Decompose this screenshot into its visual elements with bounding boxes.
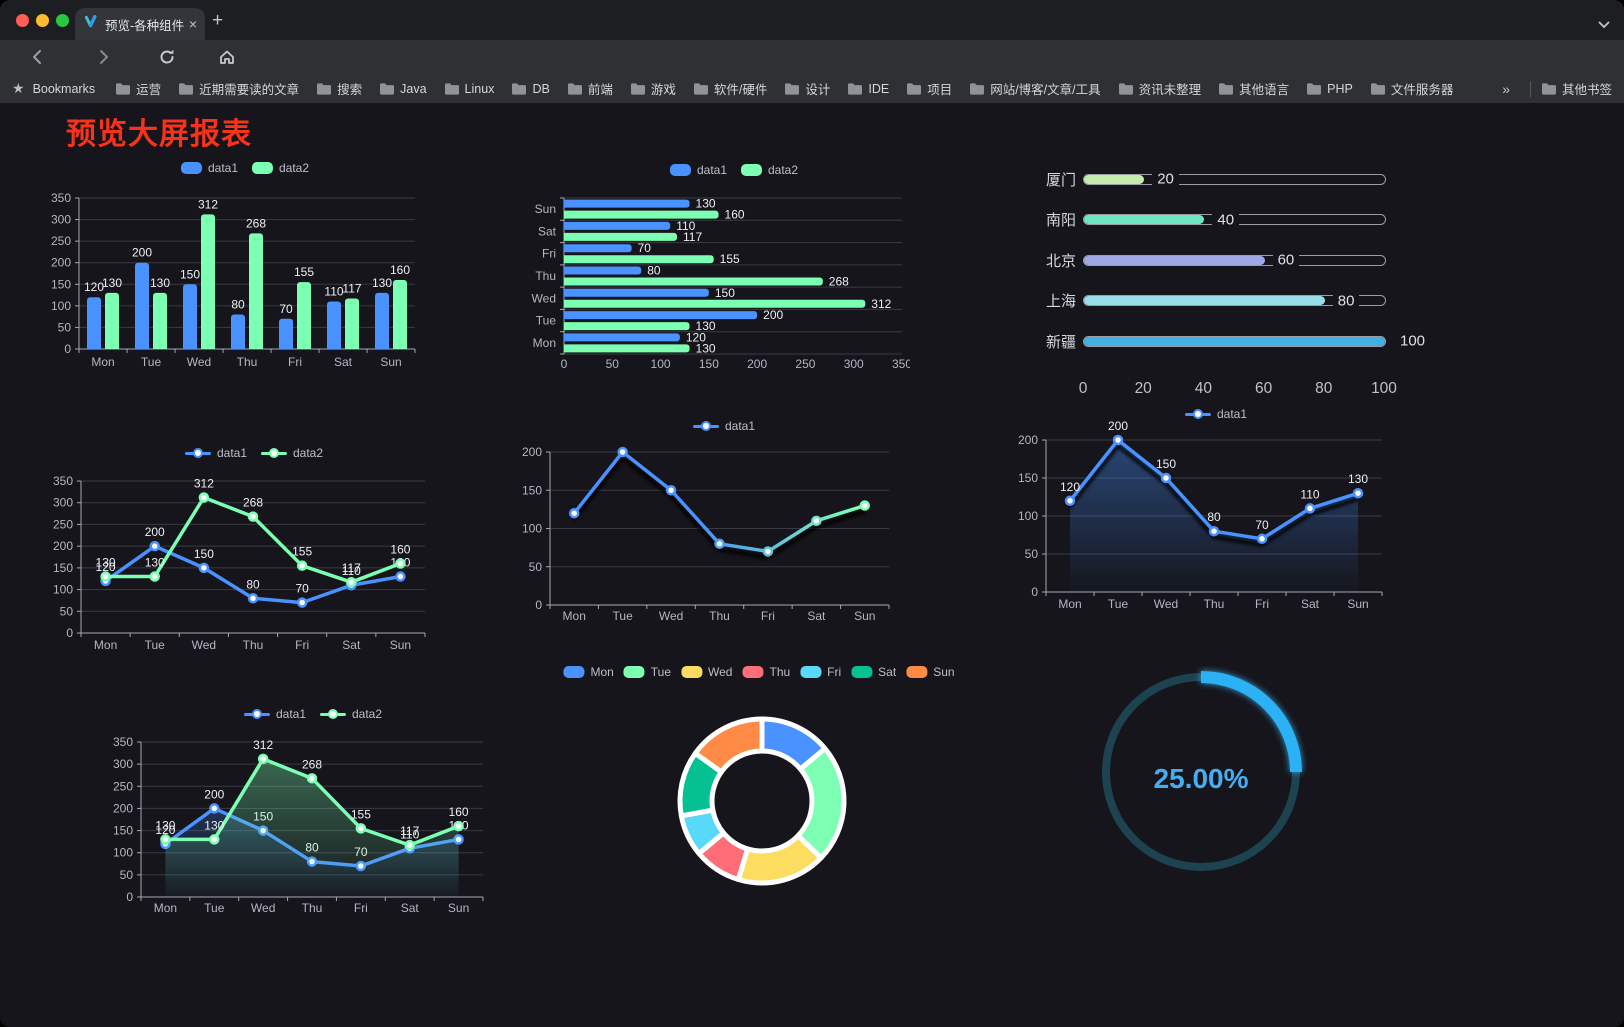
- tab-title: 预览-各种组件: [105, 18, 185, 33]
- new-tab-button[interactable]: +: [212, 10, 224, 31]
- progress-track[interactable]: 100: [1083, 332, 1431, 350]
- other-bookmarks-folder[interactable]: 其他书签: [1541, 79, 1612, 98]
- tab-favicon-icon: [83, 14, 98, 34]
- bookmark-folder[interactable]: 软件/硬件: [693, 79, 767, 98]
- bookmarks-overflow-chevron[interactable]: »: [1502, 80, 1510, 97]
- bookmark-folder[interactable]: 搜索: [316, 79, 362, 98]
- close-window-button[interactable]: [16, 14, 29, 27]
- line-chart-canvas[interactable]: [975, 386, 1395, 621]
- bookmark-folder[interactable]: 文件服务器: [1370, 79, 1453, 98]
- progress-value: 20: [1152, 170, 1179, 188]
- progress-row-北京: 北京 60: [995, 240, 1425, 281]
- bookmark-folder[interactable]: Java: [379, 82, 427, 96]
- line-chart-canvas[interactable]: [38, 424, 440, 664]
- tab-strip: 预览-各种组件 × +: [0, 0, 1624, 40]
- progress-label: 新疆: [1045, 333, 1076, 351]
- browser-toolbar: i 127.0.0.1:3000/#/chart/preview/9 9 ⌘ ☆: [0, 40, 1624, 110]
- horizontal-bar-chart: data1data2: [505, 152, 910, 380]
- bookmarks-star-icon[interactable]: ★: [12, 80, 25, 96]
- bookmark-folder[interactable]: IDE: [847, 82, 889, 96]
- bookmark-folder[interactable]: 游戏: [630, 79, 676, 98]
- bookmarks-label[interactable]: Bookmarks: [32, 81, 96, 96]
- bookmark-folder[interactable]: 运营: [115, 79, 161, 98]
- bookmark-folder[interactable]: PHP: [1306, 82, 1353, 96]
- bookmark-folder[interactable]: Linux: [444, 82, 494, 96]
- progress-list-chart: 厦门20南阳40北京60上海80新疆100020406080100: [995, 158, 1431, 409]
- bookmark-folder[interactable]: 近期需要读的文章: [178, 79, 299, 98]
- bookmark-folder[interactable]: 网站/博客/文章/工具: [969, 79, 1101, 98]
- reload-icon[interactable]: [158, 48, 176, 66]
- bookmark-folder-list: 运营 近期需要读的文章 搜索 Java Linux DB 前端 游戏 软件/硬件 设计 IDE 项目网…: [115, 79, 1470, 98]
- progress-label: 北京: [1045, 252, 1076, 270]
- folder-icon: [1541, 82, 1556, 95]
- progress-track[interactable]: 80: [1083, 292, 1386, 310]
- bookmark-folder[interactable]: 项目: [906, 79, 952, 98]
- progress-row-新疆: 新疆 100: [995, 321, 1431, 362]
- progress-label: 南阳: [1045, 212, 1076, 230]
- line-chart-canvas[interactable]: [95, 678, 495, 926]
- page-content: 预览大屏报表 data1data2 data1data2 厦门 20 南阳 40 北京 6…: [0, 103, 1624, 1027]
- bookmarks-divider: [1529, 80, 1531, 97]
- gradient-line-chart: data1: [498, 398, 900, 633]
- minimize-window-button[interactable]: [36, 14, 49, 27]
- back-icon[interactable]: [29, 48, 47, 66]
- line-chart-two-series: data1data2: [38, 424, 440, 664]
- line-chart-canvas[interactable]: [498, 398, 900, 633]
- bar-chart-canvas[interactable]: [38, 152, 440, 380]
- donut-chart-canvas[interactable]: [555, 660, 965, 910]
- gauge-chart: 25.00%: [1095, 666, 1307, 881]
- browser-tab[interactable]: 预览-各种组件 ×: [75, 8, 205, 40]
- progress-fill: [1084, 255, 1265, 265]
- bookmark-folder[interactable]: 资讯未整理: [1118, 79, 1201, 98]
- progress-fill: [1084, 336, 1385, 346]
- progress-track[interactable]: 20: [1083, 170, 1386, 188]
- bookmark-folder[interactable]: 前端: [567, 79, 613, 98]
- progress-value: 40: [1212, 211, 1240, 229]
- progress-row-厦门: 厦门 20: [995, 159, 1425, 200]
- progress-label: 厦门: [1045, 171, 1076, 189]
- donut-chart: MonTueWedThuFriSatSun: [555, 660, 965, 910]
- progress-fill: [1084, 215, 1205, 225]
- tab-close-icon[interactable]: ×: [188, 16, 197, 32]
- progress-label: 上海: [1045, 293, 1076, 311]
- bookmarks-bar: ★ Bookmarks 运营 近期需要读的文章 搜索 Java Linux DB 前端 游戏软…: [0, 74, 1624, 103]
- progress-value: 80: [1332, 292, 1360, 310]
- progress-track[interactable]: 60: [1083, 251, 1386, 269]
- home-icon[interactable]: [218, 48, 236, 66]
- page-title: 预览大屏报表: [66, 118, 252, 151]
- bookmark-folder[interactable]: 其他语言: [1218, 79, 1289, 98]
- area-line-chart: data1: [975, 386, 1395, 621]
- progress-row-上海: 上海 80: [995, 281, 1425, 322]
- maximize-window-button[interactable]: [56, 14, 69, 27]
- hbar-chart-canvas[interactable]: [505, 152, 910, 380]
- progress-row-南阳: 南阳 40: [995, 200, 1425, 241]
- gauge-chart-canvas[interactable]: [1095, 666, 1307, 881]
- bookmark-folder[interactable]: 设计: [784, 79, 830, 98]
- progress-value: 100: [1395, 332, 1431, 350]
- progress-value: 60: [1272, 251, 1300, 269]
- forward-icon[interactable]: [94, 48, 112, 66]
- grouped-bar-chart: data1data2: [38, 152, 440, 380]
- area-line-chart-two-series: data1data2: [95, 678, 495, 926]
- gauge-value-label: 25.00%: [1153, 763, 1249, 794]
- progress-track[interactable]: 40: [1083, 211, 1386, 229]
- progress-fill: [1084, 174, 1145, 184]
- progress-fill: [1084, 296, 1325, 306]
- tab-search-chevron-icon[interactable]: [1598, 16, 1610, 34]
- bookmark-folder[interactable]: DB: [511, 82, 550, 96]
